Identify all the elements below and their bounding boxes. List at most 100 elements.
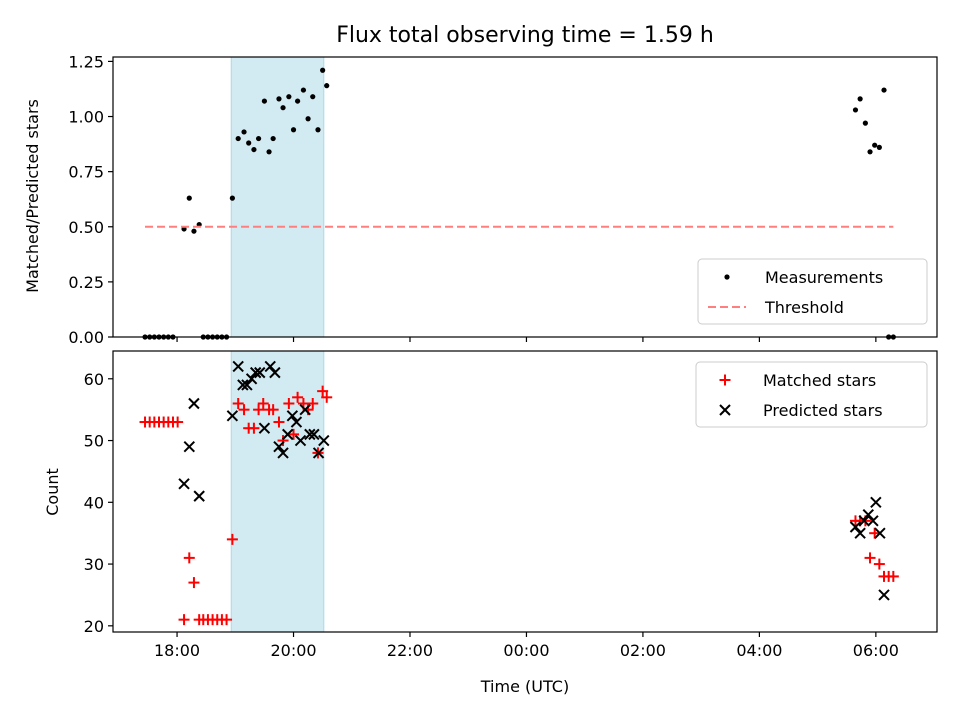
top-measurement-point-30: [294, 98, 301, 104]
top-measurement-point-22: [255, 135, 262, 142]
bottom-matched-point-34: [307, 397, 319, 409]
bottom-legend-label-0: Matched stars: [763, 371, 876, 390]
bottom-predicted-point-25-stroke-b: [849, 521, 862, 533]
top-y-tick-label-5: 1.25: [68, 52, 104, 71]
bottom-matched-point-19: [232, 397, 244, 409]
bottom-predicted-point-14: [273, 441, 285, 453]
bottom-predicted-point-28-stroke-b: [862, 508, 874, 521]
bottom-predicted-point-27-stroke-b: [858, 515, 870, 527]
bottom-y-axis-label: Count: [43, 468, 62, 516]
top-y-tick-label-4: 1.00: [68, 108, 104, 127]
top-measurement-point-37: [852, 107, 859, 113]
top-y-tick-label-1: 0.25: [68, 273, 104, 292]
bottom-axes-frame: [112, 350, 938, 633]
bottom-predicted-point-19: [294, 434, 307, 447]
chart-title: Flux total observing time = 1.59 h: [336, 23, 714, 48]
bottom-predicted-point-8-stroke-b: [245, 373, 258, 385]
bottom-matched-point-20: [238, 404, 250, 416]
top-measurement-point-26: [276, 96, 282, 102]
bottom-predicted-point-32-stroke-b: [878, 589, 890, 601]
bottom-matched-point-17: [221, 614, 233, 626]
x-tick-label-5: 04:00: [736, 641, 782, 660]
top-measurement-point-42: [876, 144, 882, 150]
bottom-predicted-point-1: [183, 441, 195, 453]
top-measurement-point-31: [300, 87, 307, 93]
bottom-predicted-point-29: [867, 515, 879, 527]
bottom-legend: Matched stars Predicted stars: [695, 361, 928, 428]
bottom-matched-point-31: [292, 391, 304, 403]
bottom-predicted-point-25: [849, 521, 862, 533]
bottom-predicted-point-2: [188, 397, 200, 410]
bottom-predicted-point-29-stroke-b: [867, 515, 879, 527]
bottom-predicted-point-22: [308, 428, 320, 441]
bottom-predicted-point-0: [178, 478, 190, 490]
bottom-matched-point-28: [277, 435, 289, 447]
top-measurement-point-24: [266, 149, 272, 155]
bottom-panel-axes: 20 30 40 50 60 18:00 20:00 22:00 00:00 02:00 04:00…: [84, 350, 938, 660]
bottom-matched-point-8: [178, 614, 190, 626]
bottom-y-tick-label-1: 30: [84, 555, 104, 574]
bottom-predicted-point-5-stroke-b: [232, 360, 244, 373]
top-measurement-point-36: [324, 83, 330, 89]
bottom-panel: 20 30 40 50 60 18:00 20:00 22:00 00:00 02:00 04:00…: [43, 350, 938, 660]
top-measurement-point-23: [261, 98, 268, 104]
bottom-y-tick-label-0: 20: [84, 617, 104, 636]
x-tick-label-3: 00:00: [503, 641, 549, 660]
bottom-predicted-point-13: [269, 366, 281, 379]
top-legend-key-0: [724, 274, 730, 280]
bottom-predicted-point-23: [312, 447, 325, 459]
bottom-predicted-point-20-stroke-b: [299, 403, 311, 416]
top-measurement-point-32: [305, 116, 311, 122]
bottom-legend-key-0: [719, 374, 731, 386]
bottom-predicted-point-30-stroke-b: [870, 496, 882, 509]
bottom-predicted-point-31-stroke-b: [874, 527, 886, 539]
bottom-matched-point-41: [864, 552, 876, 564]
bottom-predicted-point-7-stroke-b: [241, 379, 253, 391]
bottom-predicted-point-30: [870, 496, 882, 509]
top-measurement-point-8: [186, 195, 192, 201]
bottom-predicted-point-10: [254, 366, 266, 379]
x-axis-label: Time (UTC): [480, 677, 569, 696]
bottom-matched-point-30: [288, 428, 300, 440]
bottom-predicted-point-9: [249, 366, 262, 379]
bottom-predicted-point-1-stroke-b: [183, 441, 195, 453]
bottom-predicted-point-21-stroke-b: [304, 428, 316, 441]
top-measurement-point-9: [191, 228, 197, 234]
bottom-predicted-point-27: [858, 515, 870, 527]
bottom-predicted-point-9-stroke-b: [249, 366, 262, 379]
bottom-predicted-point-23-stroke-b: [312, 447, 325, 459]
bottom-matched-point-46: [887, 570, 899, 582]
bottom-predicted-point-16-stroke-b: [281, 428, 294, 441]
bottom-predicted-point-21: [304, 428, 316, 441]
bottom-predicted-point-3: [193, 490, 205, 502]
bottom-matched-point-29: [283, 397, 295, 409]
bottom-predicted-point-19-stroke-b: [294, 434, 307, 447]
bottom-predicted-point-13-stroke-b: [269, 366, 281, 379]
top-measurement-point-17: [229, 195, 235, 201]
bottom-legend-label-1: Predicted stars: [763, 401, 883, 420]
bottom-matched-point-27: [273, 416, 285, 428]
bottom-predicted-point-3-stroke-b: [193, 490, 205, 502]
bottom-predicted-point-28: [862, 508, 874, 521]
bottom-predicted-point-26: [854, 527, 866, 539]
bottom-predicted-point-4-stroke-b: [226, 410, 239, 422]
top-measurement-point-41: [872, 142, 878, 148]
bottom-predicted-point-4: [226, 410, 239, 422]
top-panel-axes: 0.00 0.25 0.50 0.75 1.00 1.25: [68, 52, 938, 347]
bottom-predicted-point-24: [318, 434, 330, 447]
top-y-tick-label-0: 0.00: [68, 328, 104, 347]
bottom-predicted-point-22-stroke-b: [308, 428, 320, 441]
bottom-predicted-point-17-stroke-b: [286, 410, 299, 422]
bottom-y-tick-label-2: 40: [84, 493, 104, 512]
top-measurement-point-34: [315, 127, 321, 133]
bottom-predicted-point-0-stroke-b: [178, 478, 190, 490]
bottom-matched-point-10: [188, 577, 200, 589]
bottom-predicted-point-2-stroke-b: [188, 397, 200, 410]
top-measurement-point-33: [310, 94, 316, 100]
x-tick-label-4: 02:00: [620, 641, 666, 660]
bottom-predicted-point-24-stroke-b: [318, 434, 330, 447]
top-measurement-point-19: [241, 129, 247, 135]
bottom-matched-point-23: [253, 404, 265, 416]
bottom-predicted-point-12-stroke-b: [264, 360, 276, 373]
